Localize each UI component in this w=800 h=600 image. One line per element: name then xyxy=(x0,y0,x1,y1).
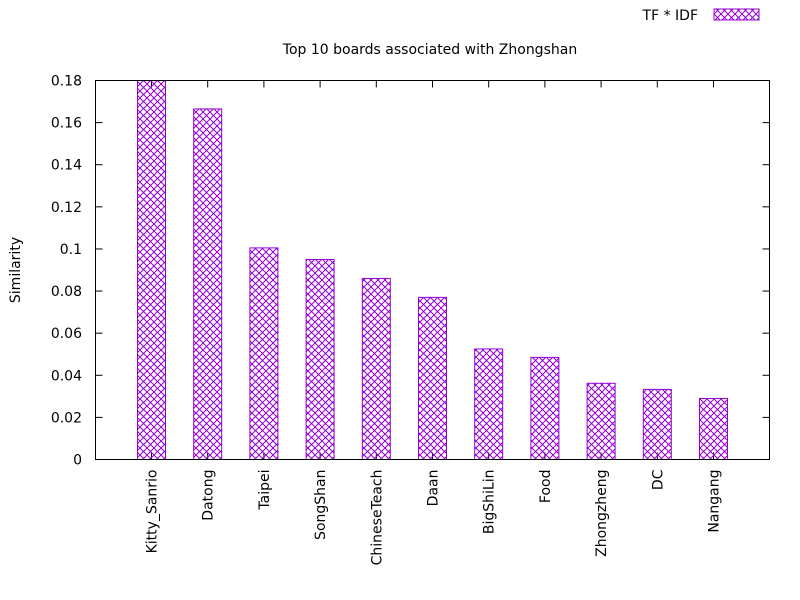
y-tick-label: 0.06 xyxy=(51,326,82,342)
y-tick-label: 0.18 xyxy=(51,74,82,90)
y-tick-label: 0.02 xyxy=(51,410,82,426)
y-tick-label: 0.12 xyxy=(51,200,82,216)
y-tick-label: 0.14 xyxy=(51,158,82,174)
y-tick-label: 0.08 xyxy=(51,284,82,300)
bar xyxy=(642,388,672,461)
y-tick-label: 0 xyxy=(73,453,82,469)
bar xyxy=(699,397,728,461)
x-tick-label: SongShan xyxy=(313,470,329,540)
bar xyxy=(418,296,447,460)
bar xyxy=(474,348,504,461)
legend: TF * IDF xyxy=(642,8,760,24)
x-tick-label: Zhongzheng xyxy=(594,470,610,557)
legend-label: TF * IDF xyxy=(642,8,698,24)
y-axis-label: Similarity xyxy=(8,237,24,303)
x-tick-label: Nangang xyxy=(707,470,723,533)
x-tick-label: Kitty_Sanrio xyxy=(145,470,161,554)
bar xyxy=(193,108,223,461)
x-tick-label: BigShiLin xyxy=(482,470,498,535)
x-tick-label: Taipei xyxy=(257,470,273,511)
bar xyxy=(586,382,616,461)
bars xyxy=(137,80,728,461)
x-tick-labels: Kitty_Sanrio Datong Taipei SongShan ChineseT… xyxy=(145,469,723,565)
x-tick-label: Food xyxy=(538,470,554,504)
bar xyxy=(305,258,335,460)
bar xyxy=(530,356,560,460)
y-tick-labels: 0 0.02 0.04 0.06 0.08 0.1 0.12 0.14 0.16 0.18 xyxy=(51,74,82,469)
x-tick-label: ChineseTeach xyxy=(369,470,385,566)
y-tick-label: 0.04 xyxy=(51,368,82,384)
legend-swatch xyxy=(713,8,760,21)
x-tick-label: DC xyxy=(650,469,666,490)
bar xyxy=(361,277,391,460)
chart-title: Top 10 boards associated with Zhongshan xyxy=(282,42,577,58)
bar xyxy=(249,247,279,460)
y-tick-label: 0.16 xyxy=(51,116,82,132)
x-tick-label: Datong xyxy=(201,470,217,521)
y-tick-label: 0.1 xyxy=(60,242,82,258)
bar xyxy=(137,80,166,460)
x-tick-label: Daan xyxy=(426,470,442,507)
plot-frame xyxy=(95,80,770,460)
